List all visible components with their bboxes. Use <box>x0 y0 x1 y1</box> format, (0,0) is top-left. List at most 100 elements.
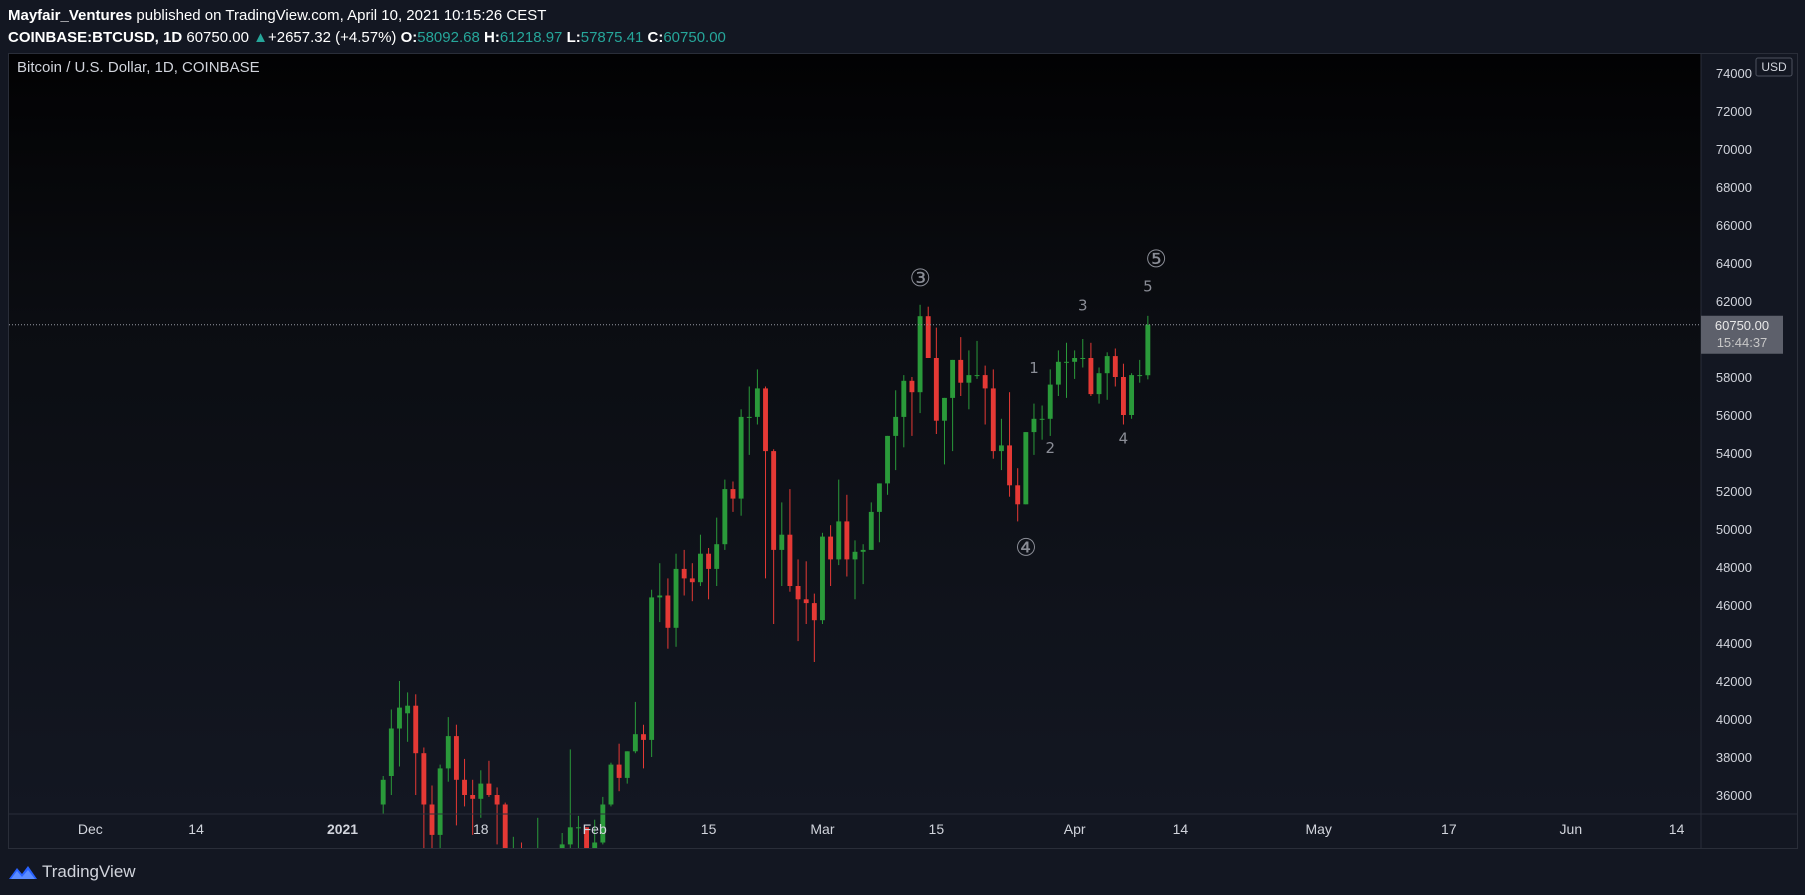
candle <box>714 517 720 586</box>
candle-body <box>698 553 703 583</box>
candle-body <box>1121 377 1126 415</box>
badge-price: 60750.00 <box>1715 318 1769 333</box>
time-tick-label: 18 <box>473 821 489 837</box>
candle <box>537 817 539 848</box>
candle-body <box>1088 358 1094 395</box>
candle <box>1121 363 1126 425</box>
candle-body <box>1023 432 1029 505</box>
candle-body <box>632 734 638 752</box>
candle <box>836 479 842 566</box>
candle <box>632 701 638 754</box>
candle <box>380 776 386 814</box>
wave-label: 1 <box>1029 359 1039 377</box>
author-name[interactable]: Mayfair_Ventures <box>8 7 133 24</box>
candle <box>1112 348 1118 387</box>
candle <box>909 377 915 436</box>
candle <box>779 502 785 586</box>
candle <box>429 785 435 848</box>
candle-body <box>445 736 451 769</box>
price-tick-label: 74000 <box>1716 66 1752 81</box>
candle <box>844 494 850 577</box>
price-tick-label: 72000 <box>1716 104 1752 119</box>
candle <box>1104 352 1110 400</box>
candle-body <box>453 736 459 780</box>
time-tick-label: 15 <box>929 821 945 837</box>
candle-body <box>787 534 793 586</box>
candle <box>820 532 825 624</box>
candle-body <box>584 827 589 848</box>
candle <box>388 709 394 795</box>
price-tick-label: 64000 <box>1716 256 1752 271</box>
candle-body <box>966 375 972 383</box>
candle <box>974 340 980 379</box>
candle-body <box>974 375 980 377</box>
open-label: O: <box>400 29 418 46</box>
candle <box>1145 315 1151 380</box>
wave-label-circled: ⑤ <box>1145 245 1167 273</box>
candle-body <box>998 445 1004 452</box>
candle-body <box>990 388 996 452</box>
candle <box>397 681 402 767</box>
candle-body <box>641 734 646 740</box>
candle-body <box>738 416 744 499</box>
time-tick-label: Dec <box>78 821 103 837</box>
tradingview-logo-icon[interactable] <box>8 863 38 881</box>
candle <box>706 548 712 600</box>
candle-body <box>893 416 899 436</box>
candle-body <box>1039 418 1045 420</box>
candle-body <box>795 586 801 600</box>
candle-body <box>616 764 622 778</box>
price-tick-label: 54000 <box>1716 446 1752 461</box>
time-tick-label: 14 <box>1669 821 1685 837</box>
low-value: 57875.41 <box>580 29 644 46</box>
candle <box>763 386 768 579</box>
candle <box>1047 369 1053 436</box>
candle <box>966 350 972 410</box>
candle-body <box>1137 375 1143 377</box>
currency-label: USD <box>1761 60 1787 74</box>
candle <box>933 327 939 434</box>
candle <box>803 561 809 624</box>
candle <box>437 764 443 848</box>
candle-body <box>1047 384 1053 419</box>
candle <box>649 589 655 757</box>
chart-panel[interactable]: ③ ④ ⑤ 1 2 3 4 5 36000 38000 40000 42000 44000 46000 4… <box>8 53 1798 849</box>
candle-body <box>486 783 492 795</box>
candle <box>738 409 744 516</box>
time-axis[interactable]: Dec 14 2021 18 Feb 15 Mar 15 Apr 14 May 17 Jun 14 <box>78 821 1685 837</box>
low-label: L: <box>566 29 581 46</box>
candle <box>1088 342 1094 396</box>
candle-body <box>714 544 720 569</box>
candle <box>1023 432 1029 505</box>
candle <box>665 578 671 649</box>
candle-body <box>836 521 842 560</box>
candle <box>600 796 606 845</box>
candle <box>990 369 996 459</box>
candle <box>876 483 882 543</box>
candle-body <box>1096 373 1102 395</box>
tradingview-brand[interactable]: TradingView <box>42 862 136 881</box>
candle-body <box>1112 356 1118 377</box>
time-tick-label: 17 <box>1441 821 1457 837</box>
candle <box>405 692 411 742</box>
price-tick-label: 56000 <box>1716 408 1752 423</box>
candle <box>592 819 598 848</box>
candle <box>1137 359 1143 383</box>
candle <box>925 306 931 358</box>
price-tick-label: 42000 <box>1716 674 1752 689</box>
candle-body <box>437 768 443 835</box>
price-axis[interactable]: 36000 38000 40000 42000 44000 46000 48000 50000… <box>1716 66 1752 803</box>
candles-layer <box>380 304 1151 848</box>
time-tick-label: Feb <box>583 821 607 837</box>
candle <box>893 390 899 471</box>
currency-button[interactable]: USD <box>1755 57 1793 77</box>
candle <box>860 544 866 585</box>
candle-body <box>909 380 915 393</box>
last-price: 60750.00 <box>186 29 249 46</box>
price-chart[interactable]: ③ ④ ⑤ 1 2 3 4 5 36000 38000 40000 42000 44000 46000 4… <box>9 54 1798 849</box>
candle <box>1039 405 1045 440</box>
candle-body <box>876 483 882 512</box>
candle <box>453 724 459 826</box>
candle-body <box>860 549 866 552</box>
candle-body <box>624 751 630 778</box>
